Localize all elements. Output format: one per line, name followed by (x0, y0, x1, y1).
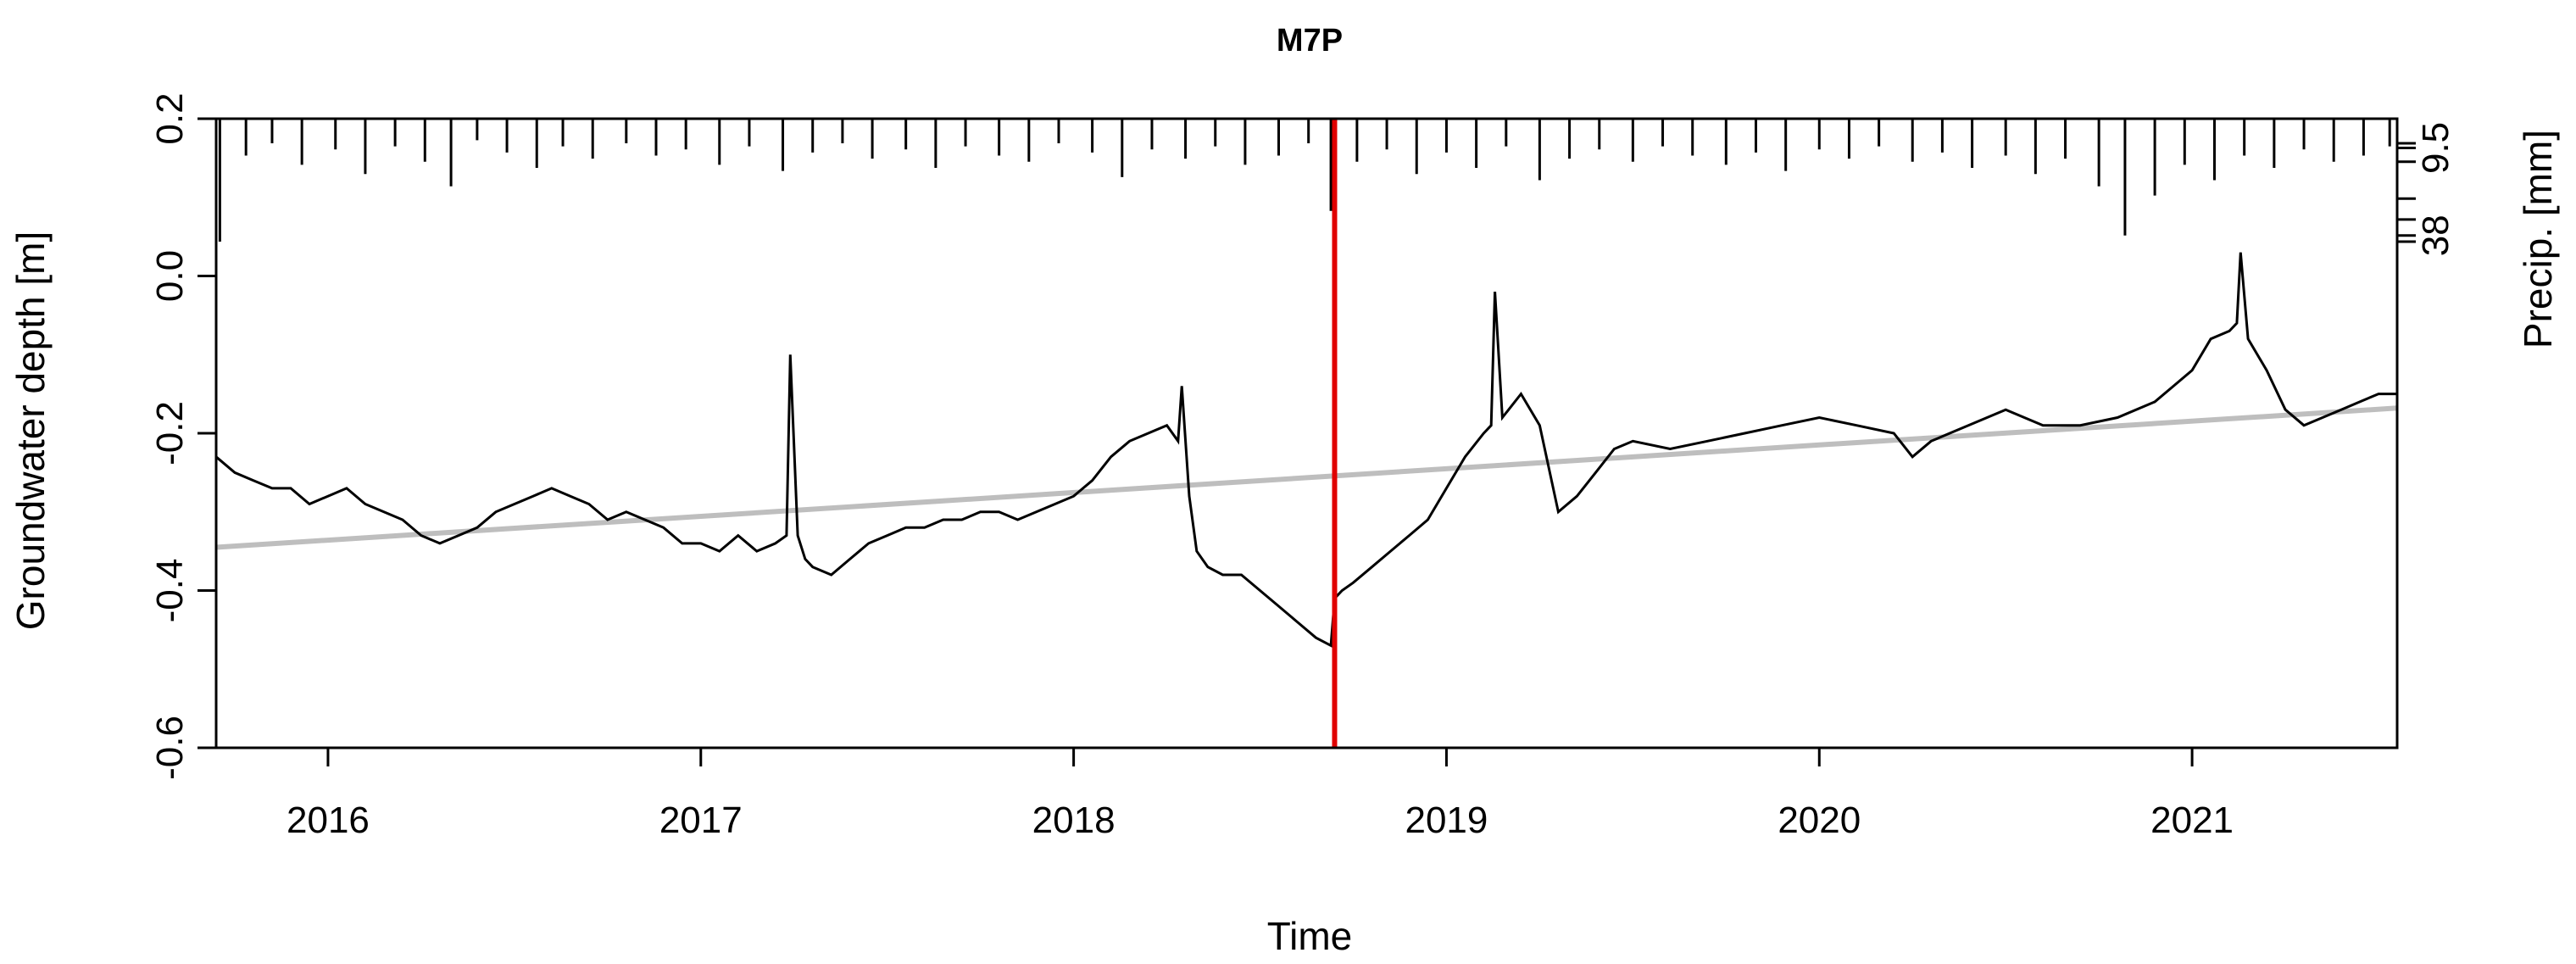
y-axis-label: Groundwater depth [m] (8, 231, 53, 630)
y-axis-ticks: 0.2 0.0 -0.2 -0.4 -0.6 (149, 92, 216, 780)
chart-title: M7P (1277, 23, 1343, 59)
y2-axis-ticks: 9.5 38 (2397, 122, 2456, 256)
y-tick-label: -0.2 (149, 401, 191, 465)
plot-frame (214, 117, 2399, 749)
x-tick-label: 2017 (659, 800, 743, 841)
x-tick-label: 2019 (1405, 800, 1488, 841)
y-tick-label: 0.0 (149, 250, 191, 302)
trend-series-line (215, 405, 2398, 550)
precip-series (218, 119, 2391, 242)
x-tick-label: 2016 (287, 800, 370, 841)
y-tick-label: -0.4 (149, 559, 191, 623)
y2-tick-label: 38 (2415, 215, 2456, 256)
x-tick-label: 2021 (2150, 800, 2234, 841)
x-tick-label: 2018 (1032, 800, 1116, 841)
x-tick-label: 2020 (1778, 800, 1861, 841)
x-axis-ticks: 2016 2017 2018 2019 2020 2021 (287, 748, 2234, 841)
groundwater-series-line (215, 252, 2397, 648)
y-tick-label: 0.2 (149, 92, 191, 144)
y2-axis-label: Precip. [mm] (2516, 130, 2560, 348)
x-axis-label: Time (1267, 914, 1353, 958)
y-tick-label: -0.6 (149, 716, 191, 780)
y2-tick-label: 9.5 (2415, 122, 2456, 174)
